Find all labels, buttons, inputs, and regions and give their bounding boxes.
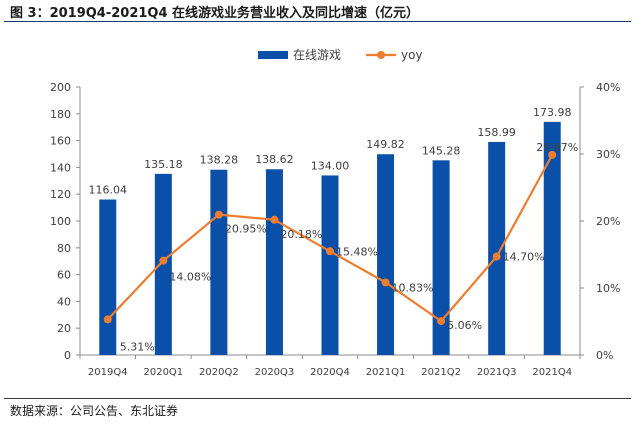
x-tick-label: 2019Q4 xyxy=(88,367,128,378)
bar-value-label: 138.62 xyxy=(255,153,294,166)
yoy-point xyxy=(548,150,557,159)
yoy-value-label: 5.06% xyxy=(447,319,482,332)
yoy-value-label: 15.48% xyxy=(336,245,378,258)
bar xyxy=(321,175,339,355)
bar xyxy=(432,160,450,355)
bar xyxy=(210,169,228,355)
x-tick-label: 2020Q3 xyxy=(255,367,295,378)
x-tick-label: 2020Q4 xyxy=(310,367,350,378)
yoy-point xyxy=(326,247,334,256)
yoy-point xyxy=(381,278,390,287)
x-tick-label: 2021Q3 xyxy=(477,367,517,378)
left-tick-label: 160 xyxy=(50,135,71,148)
right-tick-label: 30% xyxy=(596,148,620,161)
bar-value-label: 135.18 xyxy=(144,158,183,171)
left-tick-label: 0 xyxy=(64,349,71,362)
legend-line-label: yoy xyxy=(401,48,423,62)
yoy-point xyxy=(103,315,112,324)
bar-value-label: 134.00 xyxy=(311,159,350,172)
x-tick-label: 2021Q1 xyxy=(366,367,406,378)
yoy-value-label: 20.18% xyxy=(280,228,322,241)
left-tick-label: 180 xyxy=(50,108,71,121)
bar xyxy=(99,199,117,355)
yoy-value-label: 29.87% xyxy=(536,141,578,154)
legend-bar-label: 在线游戏 xyxy=(293,48,341,62)
bar-value-label: 173.98 xyxy=(533,106,572,119)
left-tick-label: 140 xyxy=(50,161,71,174)
yoy-point xyxy=(492,252,501,261)
bar-value-label: 158.99 xyxy=(477,126,516,139)
bar-value-label: 138.28 xyxy=(200,154,239,167)
yoy-point xyxy=(437,317,446,326)
right-tick-label: 0% xyxy=(596,349,613,362)
bar xyxy=(377,154,395,355)
yoy-point xyxy=(214,210,223,219)
x-tick-label: 2021Q2 xyxy=(421,367,461,378)
bar-value-label: 116.04 xyxy=(89,184,128,197)
yoy-value-label: 14.70% xyxy=(503,251,545,264)
yoy-point xyxy=(270,215,279,224)
x-tick-label: 2021Q4 xyxy=(532,367,572,378)
bar-value-label: 145.28 xyxy=(422,144,461,157)
yoy-value-label: 10.83% xyxy=(392,281,434,294)
left-tick-label: 20 xyxy=(57,322,71,335)
right-tick-label: 10% xyxy=(596,282,620,295)
title-rule xyxy=(4,21,631,22)
left-tick-label: 200 xyxy=(50,81,71,94)
yoy-value-label: 14.08% xyxy=(169,271,211,284)
x-tick-label: 2020Q1 xyxy=(143,367,183,378)
left-tick-label: 60 xyxy=(57,269,71,282)
legend-bar-swatch xyxy=(258,51,288,59)
figure-title: 图 3：2019Q4-2021Q4 在线游戏业务营业收入及同比增速（亿元） xyxy=(10,6,420,21)
right-tick-label: 40% xyxy=(596,81,620,94)
source-rule xyxy=(4,398,631,399)
source-note: 数据来源：公司公告、东北证券 xyxy=(10,404,179,418)
left-tick-label: 40 xyxy=(57,295,71,308)
yoy-value-label: 5.31% xyxy=(120,340,155,353)
legend-line-marker xyxy=(377,51,385,59)
right-tick-label: 20% xyxy=(596,215,620,228)
bar xyxy=(543,121,561,356)
bar-value-label: 149.82 xyxy=(366,138,405,151)
yoy-point xyxy=(159,256,168,265)
yoy-value-label: 20.95% xyxy=(225,223,267,236)
left-tick-label: 80 xyxy=(57,242,71,255)
bar xyxy=(265,169,283,355)
x-tick-label: 2020Q2 xyxy=(199,367,239,378)
bar xyxy=(488,141,506,355)
left-tick-label: 120 xyxy=(50,188,71,201)
left-tick-label: 100 xyxy=(50,215,71,228)
